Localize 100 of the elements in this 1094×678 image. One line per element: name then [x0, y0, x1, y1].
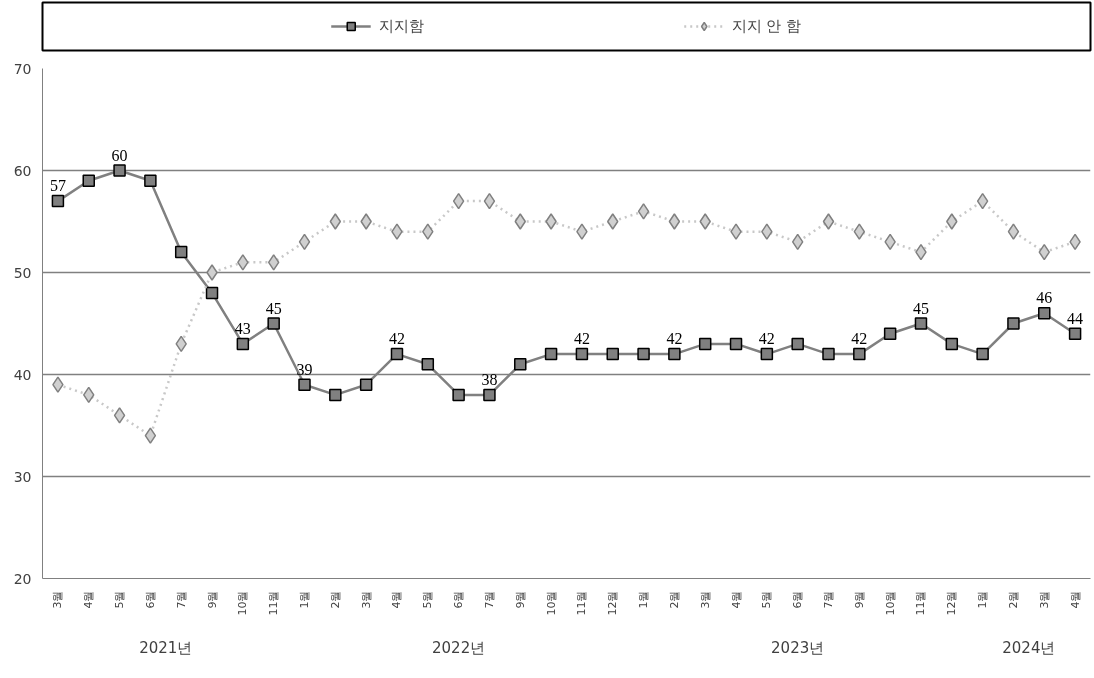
point: [760, 347, 774, 361]
point: [976, 192, 989, 210]
point: [822, 213, 835, 230]
y-tick-label: 50: [13, 264, 32, 281]
x-tick-label: 12월: [606, 590, 620, 616]
point: [853, 347, 866, 361]
y-tick-label: 20: [13, 570, 32, 587]
x-tick-label: 3월: [51, 590, 65, 609]
point: [113, 164, 126, 177]
point: [545, 213, 557, 230]
point: [360, 213, 372, 230]
text: 2024년: [1002, 638, 1056, 657]
data-label: 38: [481, 370, 498, 388]
x-tick-label: 1월: [298, 590, 311, 609]
text: 2023년: [771, 638, 825, 657]
x-tick-label: 1월: [976, 590, 990, 609]
point: [791, 233, 804, 251]
point: [452, 388, 465, 402]
x-tick-label: 2월: [328, 590, 342, 609]
point: [236, 337, 250, 351]
point: [267, 317, 280, 330]
x-tick-label: 10월: [883, 590, 897, 616]
x-tick-label: 5월: [760, 590, 774, 609]
point: [391, 223, 403, 240]
point: [729, 337, 743, 351]
point: [791, 337, 804, 351]
x-tick-label: 2월: [667, 590, 681, 609]
point: [206, 264, 218, 281]
data-label: 44: [1067, 309, 1084, 327]
point: [452, 192, 465, 210]
x-tick-label: 7월: [174, 590, 188, 609]
point: [668, 347, 681, 361]
point: [267, 254, 280, 271]
point: [544, 347, 558, 361]
point: [1068, 327, 1082, 340]
x-tick-label: 6월: [143, 590, 157, 609]
point: [761, 223, 773, 240]
x-tick-label: 4월: [390, 590, 404, 609]
point: [637, 347, 650, 361]
point: [1038, 243, 1051, 261]
y-tick-label: 70: [13, 60, 32, 77]
text: 2021년: [139, 638, 193, 657]
point: [822, 347, 835, 361]
point: [329, 213, 342, 230]
point: [1007, 223, 1020, 240]
x-tick-label: 2월: [1006, 590, 1020, 609]
point: [329, 388, 342, 402]
data-label: 42: [573, 330, 590, 348]
point: [144, 427, 157, 444]
data-label: 42: [388, 330, 405, 348]
x-tick-label: 10월: [544, 590, 558, 616]
point: [606, 213, 619, 230]
point: [699, 213, 711, 230]
point: [853, 223, 866, 240]
legend-label: 지지함: [378, 16, 424, 36]
point: [668, 213, 681, 230]
data-label: 42: [666, 330, 683, 348]
point: [205, 286, 219, 300]
data-label: 43: [234, 319, 251, 337]
point: [483, 192, 496, 210]
point: [359, 378, 373, 391]
x-tick-label: 7월: [482, 590, 496, 609]
x-tick-label: 10월: [236, 590, 250, 616]
x-tick-label: 9월: [852, 590, 866, 609]
point: [914, 317, 928, 330]
x-tick-label: 4월: [729, 590, 743, 609]
point: [390, 347, 404, 361]
x-tick-label: 11월: [914, 590, 928, 616]
point: [298, 378, 311, 391]
point: [946, 213, 958, 230]
x-tick-label: 9월: [513, 590, 527, 609]
x-tick-label: 5월: [113, 590, 127, 609]
point: [637, 203, 650, 220]
point: [883, 327, 897, 340]
point: [1038, 307, 1051, 320]
legend-label: 지지 안 함: [731, 16, 802, 36]
point: [237, 254, 249, 271]
data-label: 46: [1036, 289, 1053, 307]
point: [730, 223, 742, 240]
x-tick-label: 3월: [359, 590, 373, 609]
point: [1007, 317, 1020, 330]
x-tick-label: 4월: [1068, 590, 1082, 609]
point: [422, 223, 434, 240]
y-tick-label: 30: [13, 468, 32, 485]
x-tick-label: 3월: [698, 590, 712, 609]
point: [174, 245, 188, 259]
point: [483, 388, 496, 402]
point: [514, 213, 527, 230]
x-tick-label: 1월: [637, 590, 651, 609]
point: [298, 233, 311, 251]
data-label: 39: [296, 360, 313, 378]
point: [51, 194, 65, 208]
text: 2022년: [432, 638, 486, 657]
point: [421, 358, 435, 371]
x-tick-label: 7월: [822, 590, 835, 609]
point: [606, 347, 619, 361]
point: [82, 174, 95, 187]
point: [113, 407, 126, 424]
x-tick-label: 3월: [1037, 590, 1051, 609]
x-tick-label: 9월: [205, 590, 219, 609]
